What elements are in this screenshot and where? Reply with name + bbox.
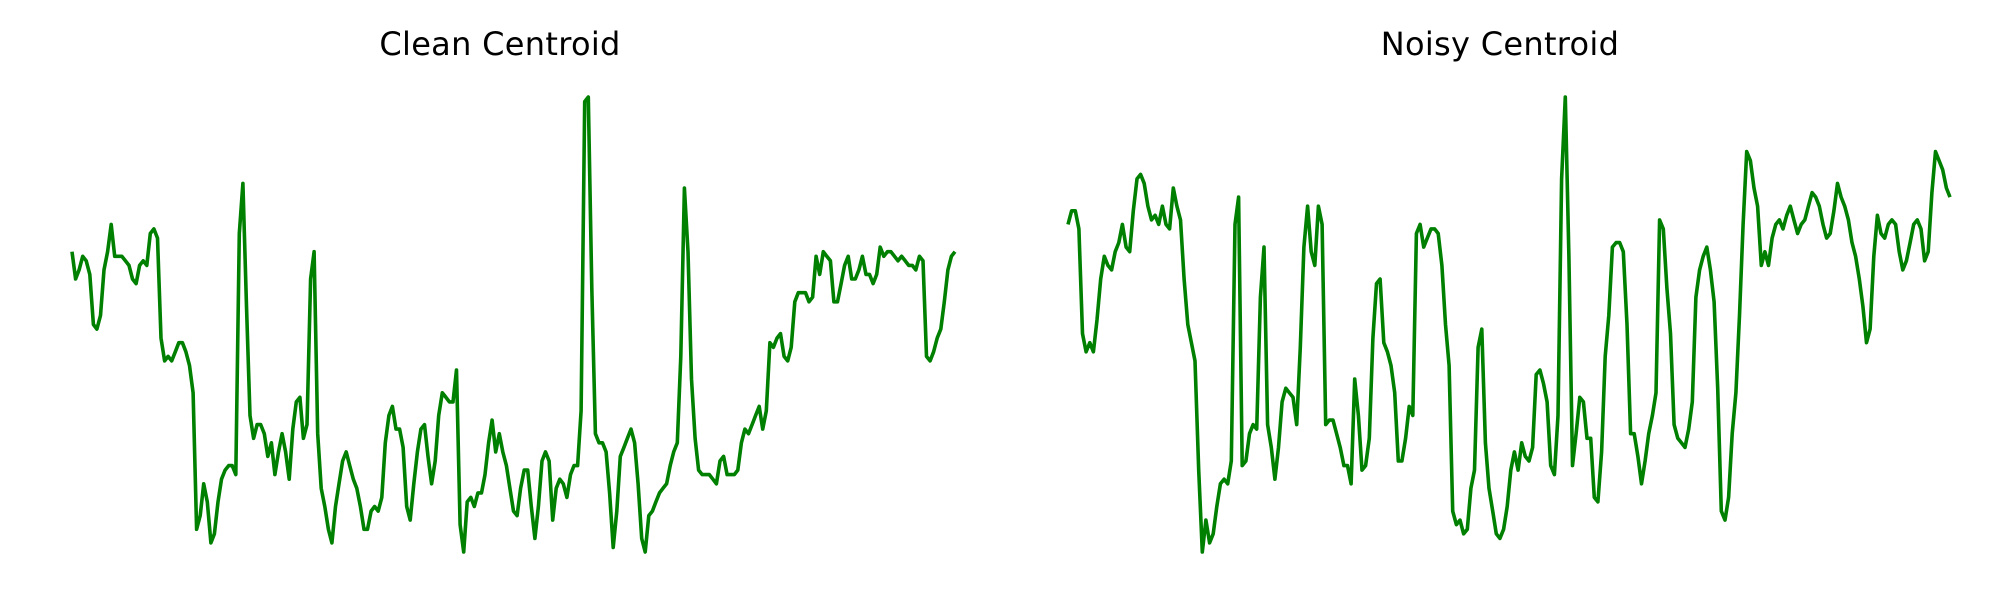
noisy-centroid-plot (1066, 95, 1952, 554)
noisy-centroid-panel: Noisy Centroid (1000, 0, 2000, 600)
noisy-centroid-line (1066, 95, 1952, 554)
clean-centroid-line (70, 95, 957, 554)
clean-centroid-panel: Clean Centroid (70, 25, 957, 554)
chart-title-noisy: Noisy Centroid (1380, 25, 1620, 63)
clean-centroid-plot (70, 95, 957, 554)
chart-title-clean: Clean Centroid (379, 25, 621, 63)
